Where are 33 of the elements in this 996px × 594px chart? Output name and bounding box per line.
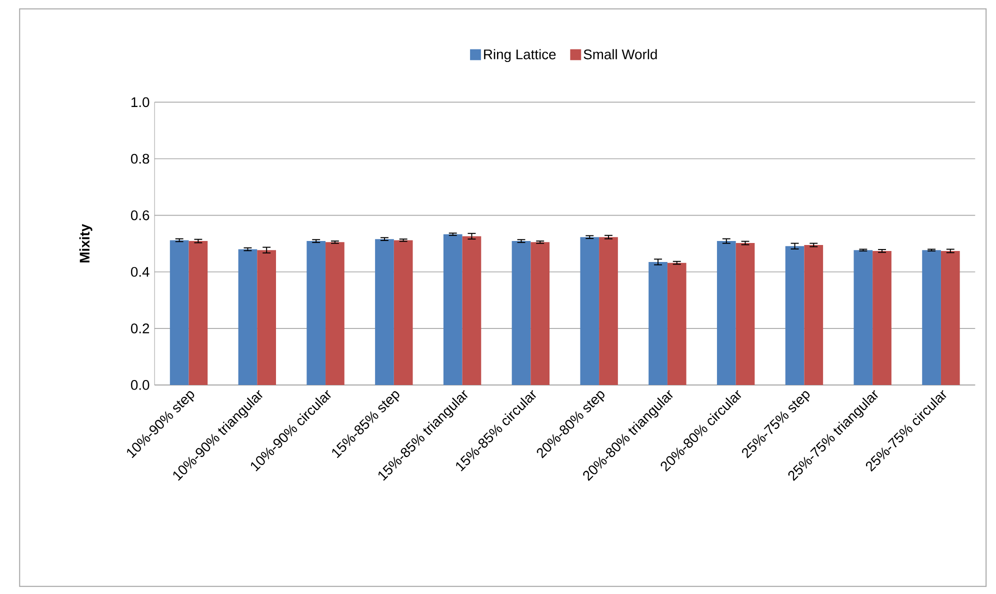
bar	[530, 242, 550, 385]
y-tick-label: 0.0	[130, 380, 150, 390]
y-tick-label: 0.2	[130, 323, 150, 334]
bar	[854, 250, 873, 385]
bar	[238, 249, 258, 385]
legend-label: Small World	[584, 48, 657, 60]
bar	[785, 246, 804, 385]
bar	[580, 236, 600, 385]
bar	[170, 240, 189, 385]
bar	[462, 236, 482, 385]
bar	[804, 244, 824, 385]
bar	[375, 238, 394, 385]
bar	[306, 240, 326, 385]
bar	[872, 250, 892, 385]
y-tick-label: 0.4	[130, 266, 150, 277]
bar	[736, 242, 755, 385]
legend-label: Ring Lattice	[484, 48, 556, 62]
y-axis-title: Mixity	[79, 224, 92, 262]
y-tick-label: 0.8	[130, 154, 150, 164]
bar	[188, 240, 208, 385]
bar	[443, 234, 462, 385]
bar	[512, 240, 531, 385]
bar	[599, 236, 618, 385]
bar	[394, 240, 413, 385]
bar	[326, 242, 344, 385]
bar	[716, 240, 736, 385]
bar	[648, 262, 668, 385]
bar	[922, 250, 941, 385]
y-tick-label: 1.0	[132, 97, 150, 107]
bar	[257, 250, 276, 385]
bar	[940, 250, 960, 385]
y-tick-label: 0.6	[130, 210, 150, 220]
bar	[667, 262, 686, 385]
